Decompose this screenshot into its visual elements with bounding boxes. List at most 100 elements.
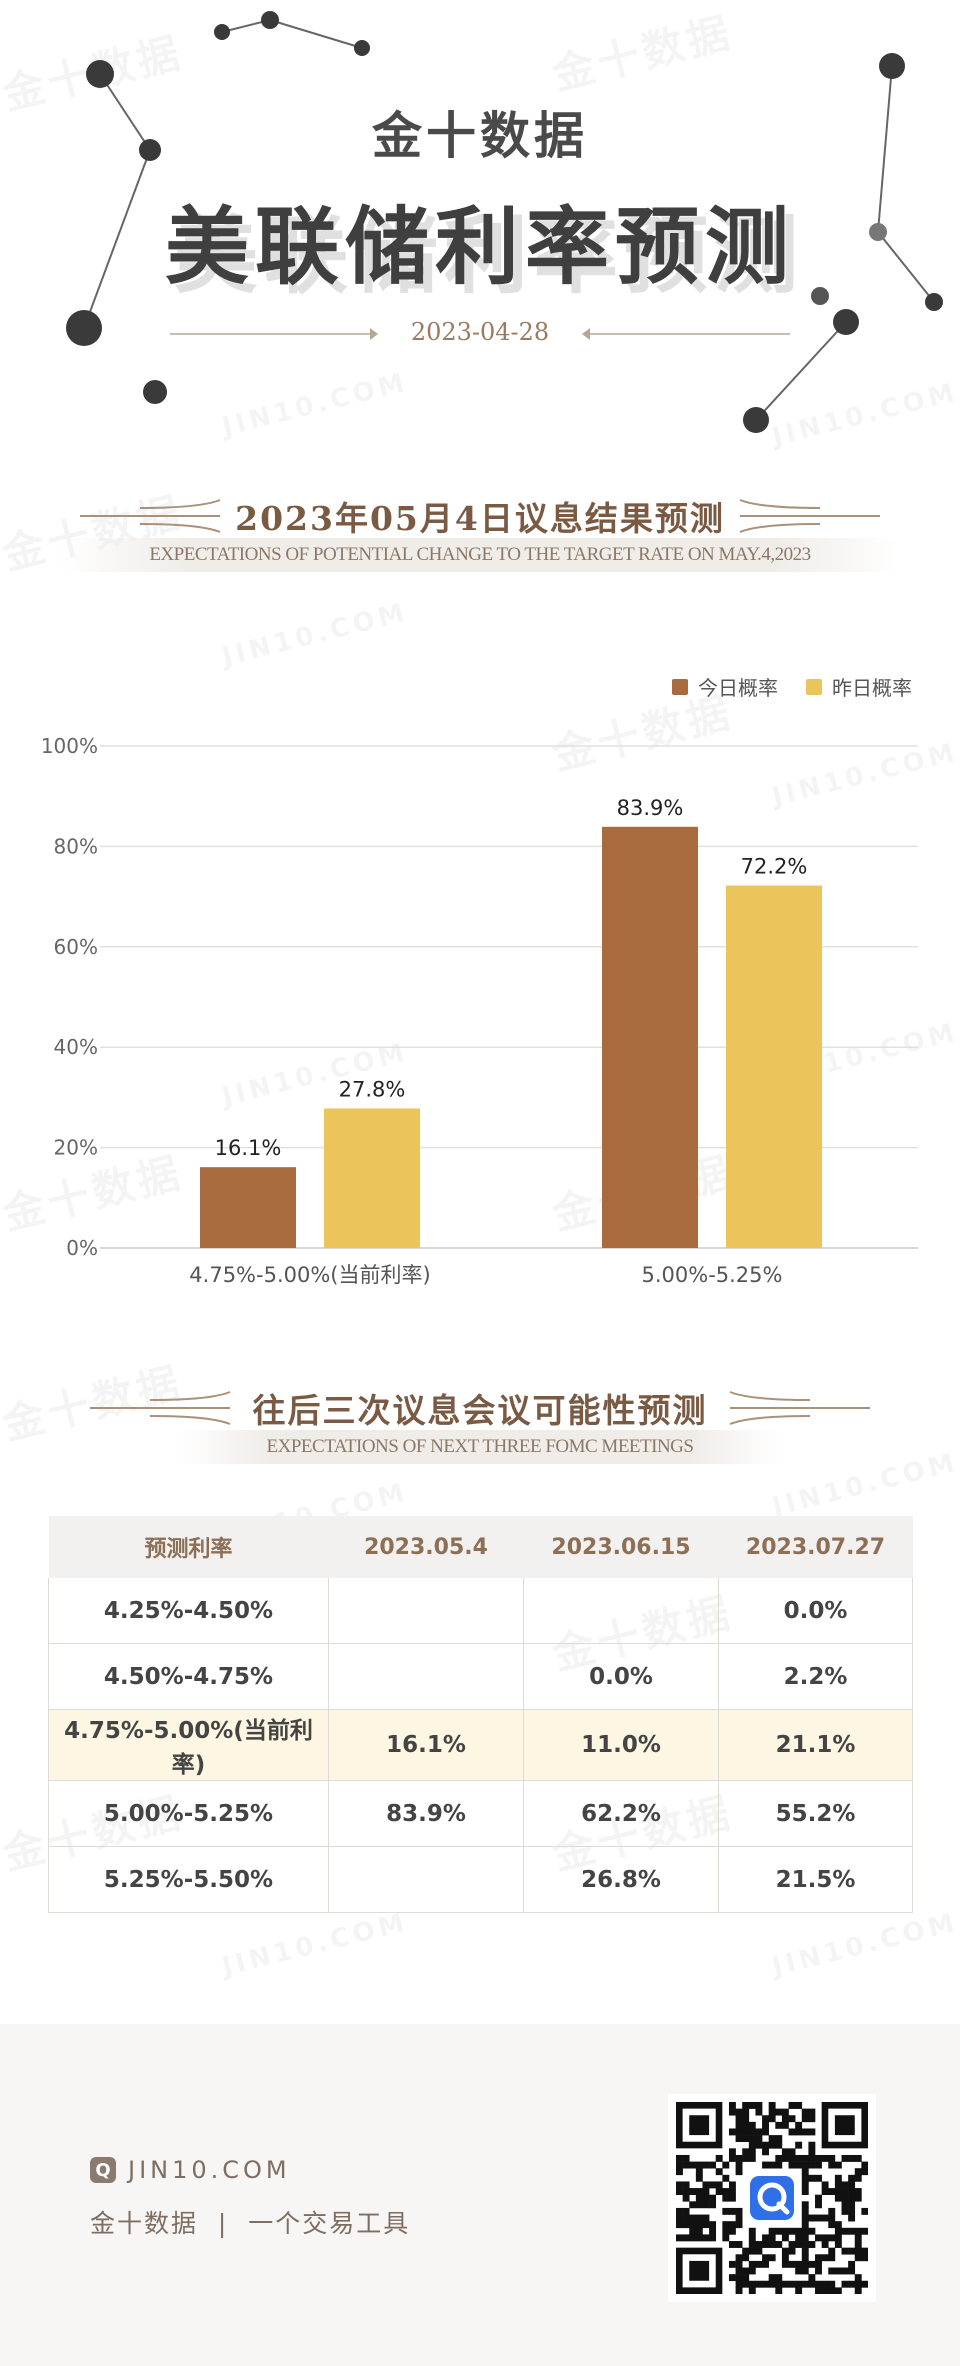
qr-module [689,2221,697,2229]
qr-module [841,2188,849,2195]
qr-module [702,2234,710,2242]
qr-module [762,2128,769,2136]
qr-module [709,2181,717,2189]
qr-module [828,2221,836,2229]
table-cell: 21.5% [718,1846,913,1913]
watermark-text: JIN10.COM [769,1907,960,1982]
qr-module [735,2260,743,2268]
qr-module [801,2174,809,2182]
qr-module [682,2221,690,2229]
qr-module [854,2241,862,2248]
qr-module [748,2267,756,2275]
qr-module [861,2247,869,2255]
qr-module [722,2234,730,2242]
qr-module [808,2227,816,2235]
qr-module [728,2227,736,2235]
qr-module [808,2274,816,2282]
qr-module [755,2141,763,2149]
site-link[interactable]: Q JIN10.COM [90,2156,291,2184]
qr-module [834,2227,842,2235]
table-cell: 4.75%-5.00%(当前利率) [48,1709,329,1781]
qr-module [841,2207,849,2215]
qr-module [801,2227,809,2235]
qr-module [722,2194,730,2202]
qr-module [848,2247,856,2255]
qr-module [841,2227,849,2235]
qr-module [735,2274,743,2282]
table-cell [328,1846,524,1913]
qr-module [788,2115,796,2123]
forecast-table: 预测利率 2023.05.4 2023.06.15 2023.07.27 4.2… [48,1516,913,1913]
qr-module [689,2161,697,2169]
table-header-cell: 2023.05.4 [328,1516,524,1578]
qr-module [735,2207,743,2215]
qr-module [682,2161,690,2169]
qr-module [676,2181,683,2189]
jin10-logo-icon: Q [90,2157,116,2183]
qr-module [742,2254,750,2262]
table-cell: 2.2% [718,1643,913,1710]
qr-module [768,2274,776,2282]
qr-module [728,2148,736,2156]
qr-module [795,2267,803,2275]
qr-module [748,2154,756,2162]
qr-module [815,2260,822,2268]
qr-module [735,2121,743,2129]
qr-module [775,2241,783,2248]
qr-module [735,2287,743,2295]
qr-module [722,2188,730,2195]
qr-module [676,2161,683,2169]
qr-module [695,2188,703,2195]
qr-module [801,2280,809,2288]
table-cell: 4.25%-4.50% [48,1578,329,1644]
qr-module [788,2260,796,2268]
qr-module [768,2234,776,2242]
qr-module [848,2214,856,2222]
y-tick-label: 80% [54,834,98,858]
table-cell [328,1643,524,1710]
qr-module [848,2174,856,2182]
table-cell: 5.00%-5.25% [48,1780,329,1847]
bar [726,885,822,1248]
qr-module [689,2234,697,2242]
x-tick-label: 5.00%-5.25% [641,1263,782,1287]
qr-module [821,2188,829,2195]
qr-module [775,2161,783,2169]
qr-module [788,2154,796,2162]
qr-module [742,2135,750,2143]
qr-module [781,2260,789,2268]
qr-module [854,2227,862,2235]
qr-module [788,2102,796,2109]
data-label: 72.2% [741,855,808,879]
qr-module [815,2234,822,2242]
table-header-cell: 2023.07.27 [718,1516,913,1578]
qr-module [781,2121,789,2129]
bar [324,1108,420,1248]
table-cell: 83.9% [328,1780,524,1847]
qr-module [834,2234,842,2242]
qr-module [828,2154,836,2162]
qr-module [781,2108,789,2116]
table-cell: 5.25%-5.50% [48,1846,329,1913]
qr-module [755,2247,763,2255]
qr-module [735,2108,743,2116]
table-header-row: 预测利率 2023.05.4 2023.06.15 2023.07.27 [48,1516,913,1578]
table-header-cell: 预测利率 [48,1516,329,1578]
qr-module [828,2267,836,2275]
qr-module [722,2174,730,2182]
qr-module [795,2260,803,2268]
qr-module [808,2115,816,2123]
qr-module [682,2214,690,2222]
qr-module [788,2148,796,2156]
qr-module [854,2174,862,2182]
qr-module [801,2201,809,2209]
qr-module [821,2280,829,2288]
qr-module [748,2102,756,2109]
qr-module [728,2241,736,2248]
qr-module [728,2260,736,2268]
qr-module [742,2274,750,2282]
qr-module [788,2241,796,2248]
qr-module [861,2254,869,2262]
qr-module [795,2280,803,2288]
qr-module [801,2154,809,2162]
